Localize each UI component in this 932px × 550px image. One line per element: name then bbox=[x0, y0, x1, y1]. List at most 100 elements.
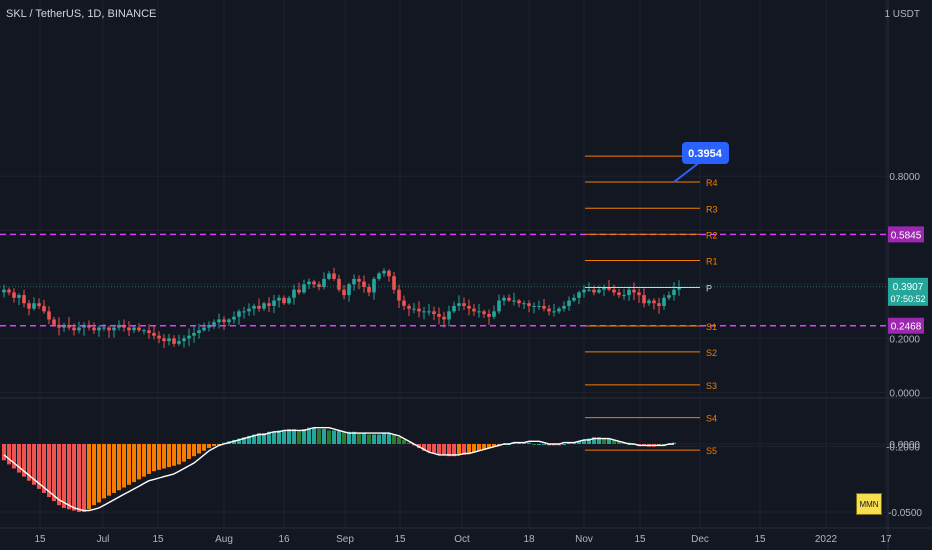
osc-bar-132 bbox=[662, 444, 666, 445]
osc-signal-line bbox=[3, 427, 674, 512]
candle-body-10 bbox=[52, 319, 56, 325]
candle-body-22 bbox=[112, 327, 116, 331]
candle-body-128 bbox=[642, 295, 646, 304]
osc-bar-42 bbox=[212, 444, 216, 447]
candle-body-117 bbox=[587, 289, 591, 291]
candle-body-8 bbox=[42, 305, 46, 312]
osc-bar-90 bbox=[452, 444, 456, 457]
osc-low-label: -0.0500 bbox=[888, 508, 922, 519]
candle-body-81 bbox=[407, 305, 411, 309]
candle-body-21 bbox=[107, 327, 111, 331]
candle-body-55 bbox=[277, 297, 281, 301]
candle-body-119 bbox=[597, 289, 601, 293]
osc-bar-87 bbox=[437, 444, 441, 455]
hline-tag-0 bbox=[888, 226, 924, 243]
candle-body-42 bbox=[212, 322, 216, 325]
osc-bar-8 bbox=[42, 444, 46, 493]
candle-body-67 bbox=[337, 278, 341, 290]
candle-body-65 bbox=[327, 273, 331, 279]
osc-bar-24 bbox=[122, 444, 126, 488]
time-tick-label-3: Aug bbox=[215, 534, 233, 545]
candle-body-126 bbox=[632, 289, 636, 293]
candle-body-124 bbox=[622, 295, 626, 297]
osc-zero-label: 0.0000 bbox=[889, 440, 920, 451]
callout-box bbox=[682, 142, 729, 164]
candle-body-106 bbox=[532, 305, 536, 307]
osc-bar-108 bbox=[542, 444, 546, 445]
last-price-label: 0.3907 bbox=[893, 282, 924, 293]
osc-bar-27 bbox=[137, 444, 141, 480]
time-tick-label-0: 15 bbox=[34, 534, 46, 545]
candle-body-90 bbox=[452, 305, 456, 312]
osc-bar-70 bbox=[352, 431, 356, 444]
osc-bar-120 bbox=[602, 438, 606, 444]
osc-bar-48 bbox=[242, 437, 246, 444]
osc-bar-72 bbox=[362, 433, 366, 444]
candle-body-31 bbox=[157, 335, 161, 339]
osc-bar-81 bbox=[407, 442, 411, 444]
candle-body-32 bbox=[162, 338, 166, 342]
osc-bar-38 bbox=[192, 444, 196, 457]
osc-bar-128 bbox=[642, 444, 646, 446]
osc-bar-78 bbox=[392, 434, 396, 444]
candle-body-113 bbox=[567, 300, 571, 306]
candle-body-69 bbox=[347, 284, 351, 296]
osc-bar-61 bbox=[307, 427, 311, 444]
osc-bar-30 bbox=[152, 444, 156, 472]
osc-bar-103 bbox=[517, 442, 521, 444]
osc-bar-115 bbox=[577, 441, 581, 444]
candle-body-88 bbox=[442, 316, 446, 320]
osc-bar-43 bbox=[217, 444, 221, 445]
candle-body-1 bbox=[7, 289, 11, 293]
osc-bar-122 bbox=[612, 439, 616, 444]
candle-body-13 bbox=[67, 324, 71, 328]
candle-body-95 bbox=[477, 311, 481, 313]
candle-body-68 bbox=[342, 289, 346, 296]
candle-body-46 bbox=[232, 316, 236, 320]
candle-body-75 bbox=[377, 273, 381, 279]
osc-bar-89 bbox=[447, 444, 451, 457]
candle-body-27 bbox=[137, 327, 141, 331]
osc-bar-84 bbox=[422, 444, 426, 451]
candle-body-122 bbox=[612, 289, 616, 293]
last-price-countdown: 07:50:52 bbox=[890, 294, 925, 304]
osc-bar-105 bbox=[527, 442, 531, 444]
osc-bar-96 bbox=[482, 444, 486, 450]
osc-bar-73 bbox=[367, 434, 371, 444]
osc-bar-5 bbox=[27, 444, 31, 481]
osc-bar-76 bbox=[382, 433, 386, 444]
osc-bar-36 bbox=[182, 444, 186, 462]
candle-body-135 bbox=[677, 287, 681, 290]
osc-bar-12 bbox=[62, 444, 66, 508]
candle-body-63 bbox=[317, 284, 321, 288]
candle-body-36 bbox=[182, 338, 186, 342]
osc-bar-85 bbox=[427, 444, 431, 453]
osc-bar-79 bbox=[397, 437, 401, 444]
pivot-levels: R5R4R3R2R1PS1S2S3S4S5 bbox=[585, 152, 718, 456]
osc-bar-0 bbox=[2, 444, 6, 461]
osc-bar-20 bbox=[102, 444, 106, 499]
osc-bar-97 bbox=[487, 444, 491, 449]
osc-bar-35 bbox=[177, 444, 181, 465]
osc-bar-86 bbox=[432, 444, 436, 454]
mmn-badge[interactable]: MMN bbox=[856, 493, 882, 515]
candle-body-40 bbox=[202, 327, 206, 331]
osc-bar-9 bbox=[47, 444, 51, 498]
osc-bar-40 bbox=[202, 444, 206, 451]
candle-body-123 bbox=[617, 292, 621, 296]
osc-bar-33 bbox=[167, 444, 171, 468]
candle-body-66 bbox=[332, 273, 336, 279]
candle-body-20 bbox=[102, 327, 106, 329]
candle-body-17 bbox=[87, 324, 91, 328]
osc-bar-80 bbox=[402, 439, 406, 444]
osc-bar-121 bbox=[607, 438, 611, 444]
candle-body-131 bbox=[657, 303, 661, 306]
osc-bar-34 bbox=[172, 444, 176, 466]
candle-body-26 bbox=[132, 327, 136, 331]
osc-bar-52 bbox=[262, 433, 266, 444]
candle-body-121 bbox=[607, 287, 611, 290]
osc-bar-58 bbox=[292, 429, 296, 444]
osc-bar-39 bbox=[197, 444, 201, 454]
osc-bar-67 bbox=[337, 430, 341, 444]
